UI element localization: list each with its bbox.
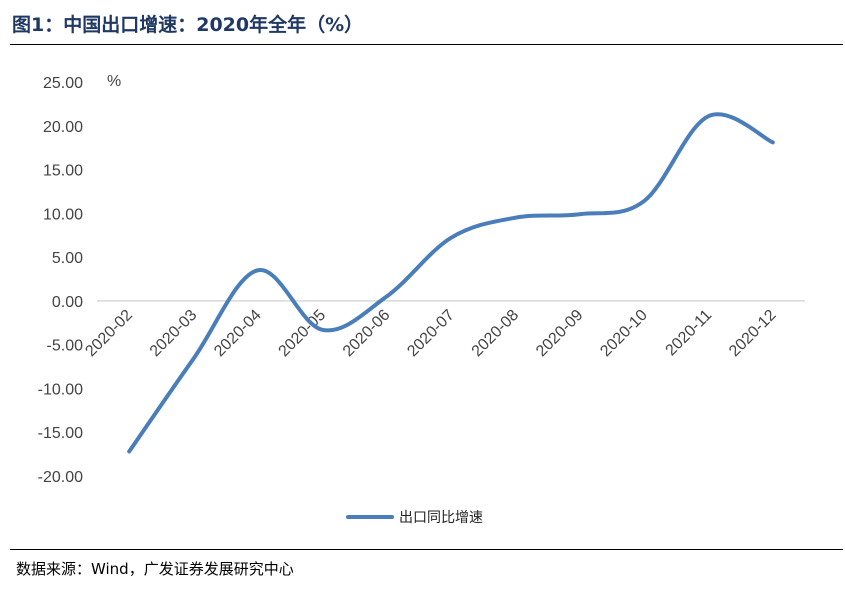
top-rule xyxy=(10,44,843,45)
y-axis: -20.00 -15.00 -10.00 -5.00 0.00 5.00 10.00 15.0… xyxy=(38,75,83,486)
source-note: 数据来源：Wind，广发证券发展研究中心 xyxy=(16,560,294,578)
y-tick-label: -20.00 xyxy=(38,469,83,486)
x-tick-label: 2020-10 xyxy=(597,307,651,361)
y-tick-label: -10.00 xyxy=(38,381,83,398)
series-line xyxy=(127,112,775,454)
y-tick-label: 20.00 xyxy=(43,119,83,136)
x-tick-label: 2020-02 xyxy=(82,307,136,361)
unit-label: % xyxy=(107,73,121,90)
x-tick-label: 2020-11 xyxy=(663,307,716,360)
figure-title: 图1：中国出口增速：2020年全年（%） xyxy=(12,14,364,36)
y-tick-label: -5.00 xyxy=(47,338,84,355)
y-tick-label: 10.00 xyxy=(43,206,83,223)
x-tick-label: 2020-09 xyxy=(533,307,587,361)
y-tick-label: 25.00 xyxy=(43,75,83,92)
y-tick-label: 15.00 xyxy=(43,163,83,180)
legend: 出口同比增速 xyxy=(346,510,483,526)
x-tick-label: 2020-03 xyxy=(147,307,201,361)
x-axis: 2020-02 2020-03 2020-04 2020-05 2020-06 2020-… xyxy=(82,307,779,361)
y-tick-label: 0.00 xyxy=(52,294,83,311)
legend-label: 出口同比增速 xyxy=(399,510,483,526)
x-tick-label: 2020-08 xyxy=(469,307,523,361)
x-tick-label: 2020-06 xyxy=(340,307,394,361)
y-tick-label: -15.00 xyxy=(38,425,83,442)
y-tick-label: 5.00 xyxy=(52,250,83,267)
bottom-rule xyxy=(10,549,843,550)
series-group xyxy=(127,112,775,454)
x-tick-label: 2020-12 xyxy=(726,307,780,361)
x-tick-label: 2020-07 xyxy=(404,307,458,361)
line-chart: -20.00 -15.00 -10.00 -5.00 0.00 5.00 10.00 15.0… xyxy=(38,73,805,526)
